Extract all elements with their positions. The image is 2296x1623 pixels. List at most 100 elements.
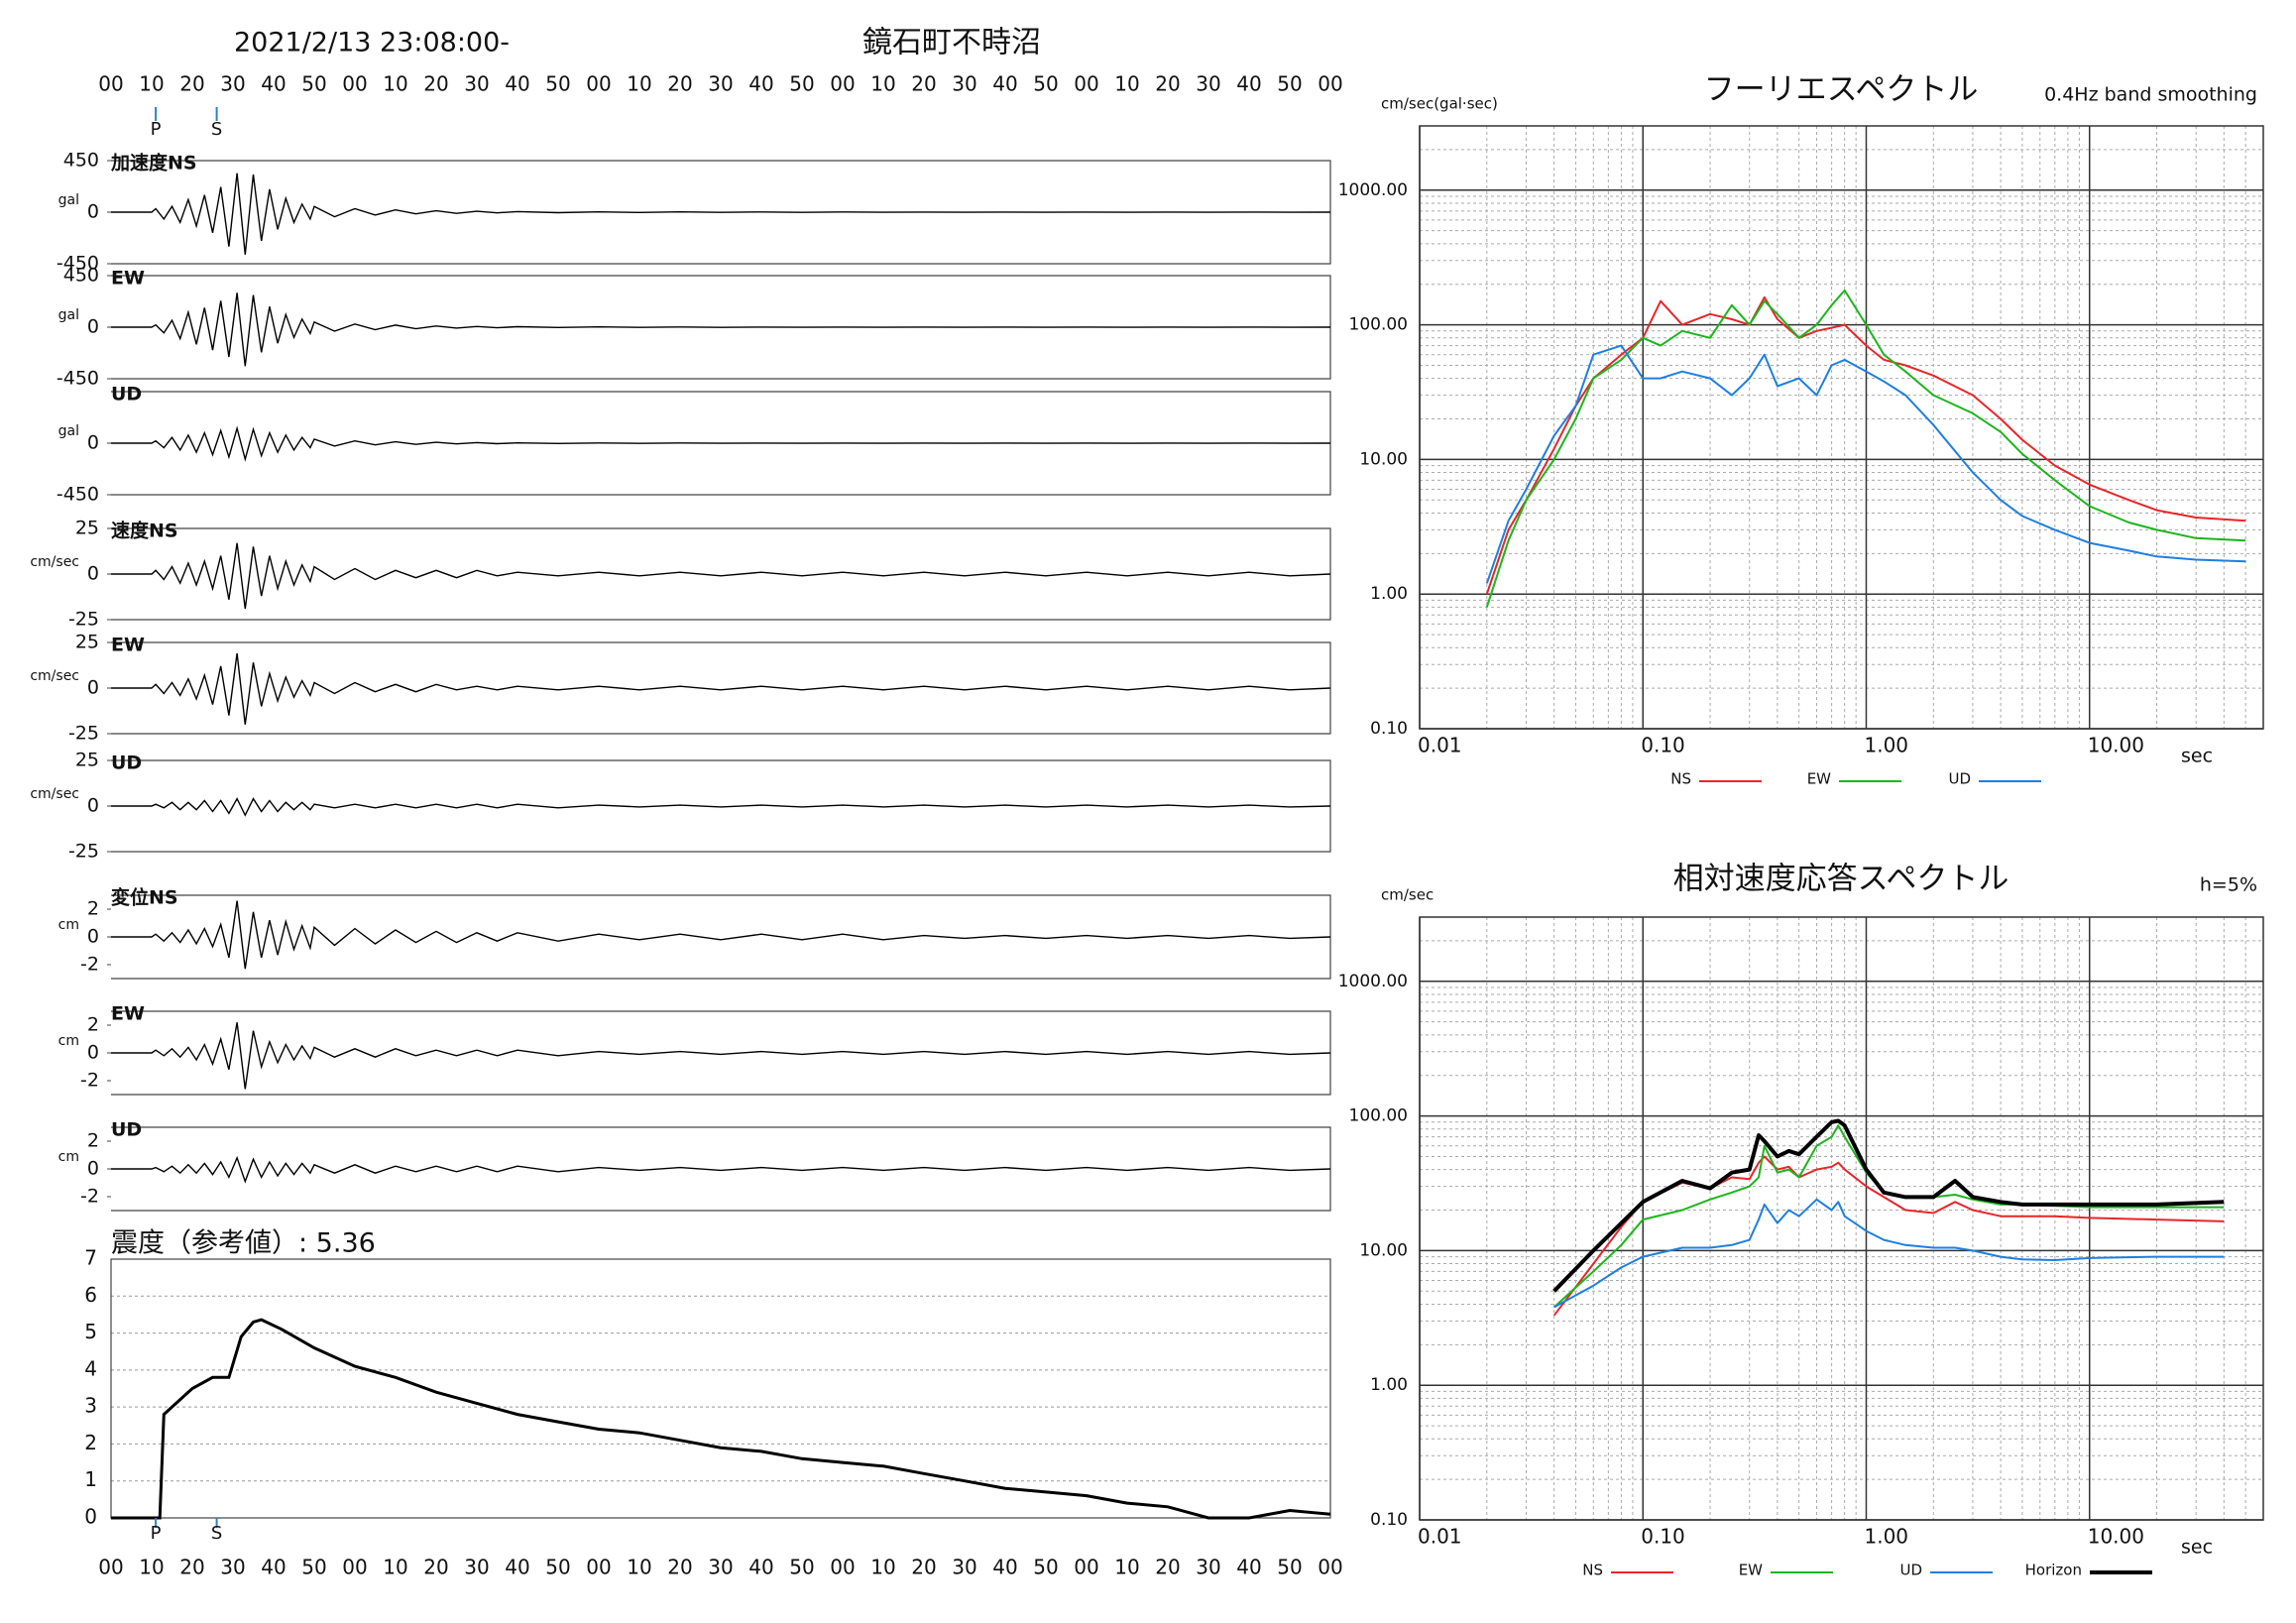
legend-label: EW <box>1807 770 1831 788</box>
y-axis-label: cm/sec(gal·sec) <box>1381 95 1498 113</box>
x-tick-label: 30 <box>952 1556 976 1579</box>
y-tick-label: 25 <box>75 750 99 771</box>
x-tick-label: 50 <box>1277 1556 1302 1579</box>
y-tick-label: 25 <box>75 632 99 653</box>
chart-title: フーリエスペクトル <box>1704 72 1979 108</box>
x-tick-label: 00 <box>1318 72 1342 96</box>
y-tick-label: -2 <box>80 1070 99 1092</box>
spectrum-line <box>1485 344 2246 584</box>
legend-label: EW <box>1739 1562 1763 1579</box>
channel-label: 加速度NS <box>110 152 197 174</box>
phase-label: S <box>211 119 222 140</box>
y-tick-label: 0 <box>87 926 99 948</box>
y-tick-label: 2 <box>87 898 99 920</box>
channel-label: 速度NS <box>111 520 178 542</box>
x-tick-label: 50 <box>301 1556 326 1579</box>
x-tick-label: 00 <box>1074 1556 1098 1579</box>
channel-label: UD <box>111 1119 142 1141</box>
x-tick-label: 0.01 <box>1418 1525 1462 1549</box>
x-tick-label: 10 <box>627 1556 651 1579</box>
x-axis-label: sec <box>2181 746 2213 767</box>
x-tick-label: 00 <box>830 72 855 96</box>
datetime: 2021/2/13 23:08:00- <box>234 28 510 58</box>
x-tick-label: 40 <box>748 72 773 96</box>
x-tick-label: 50 <box>1277 72 1302 96</box>
y-tick-label: 100.00 <box>1349 1106 1408 1126</box>
x-tick-label: 50 <box>545 72 570 96</box>
y-tick-label: 10.00 <box>1359 1240 1408 1260</box>
unit-label: cm/sec <box>30 668 79 684</box>
y-tick-label: 0 <box>87 795 99 817</box>
y-tick-label: 3 <box>84 1394 97 1418</box>
y-tick-label: 25 <box>75 518 99 539</box>
waveform-trace <box>111 797 1331 817</box>
x-tick-label: 20 <box>1155 72 1180 96</box>
channel-label: EW <box>111 268 145 290</box>
phase-label: P <box>151 1523 162 1544</box>
channel-label: UD <box>111 384 142 406</box>
waveform-trace <box>111 1022 1331 1090</box>
y-tick-label: -450 <box>57 484 99 506</box>
legend-label: UD <box>1948 770 1971 788</box>
x-tick-label: 40 <box>992 1556 1017 1579</box>
spectrum-line <box>1552 1118 2225 1293</box>
y-axis-label: cm/sec <box>1381 886 1434 904</box>
phase-label: S <box>211 1523 222 1544</box>
y-tick-label: -2 <box>80 954 99 976</box>
station-name: 鏡石町不時沼 <box>862 26 1041 60</box>
x-tick-label: 10 <box>383 72 407 96</box>
channel-label: UD <box>111 753 142 774</box>
x-tick-label: 40 <box>261 72 286 96</box>
x-axis-label: sec <box>2181 1537 2213 1559</box>
unit-label: gal <box>58 307 79 323</box>
y-tick-label: 0.10 <box>1370 719 1408 739</box>
y-tick-label: 1.00 <box>1370 584 1408 604</box>
y-tick-label: 10.00 <box>1359 449 1408 469</box>
x-tick-label: 30 <box>1196 1556 1220 1579</box>
plot-frame <box>1419 125 2264 730</box>
x-tick-label: 50 <box>545 1556 570 1579</box>
x-tick-label: 20 <box>911 72 936 96</box>
unit-label: gal <box>58 192 79 208</box>
x-tick-label: 30 <box>464 1556 489 1579</box>
x-tick-label: 30 <box>464 72 489 96</box>
x-tick-label: 50 <box>1033 72 1058 96</box>
y-tick-label: 0 <box>87 563 99 585</box>
spectrum-line <box>1485 289 2246 608</box>
y-tick-label: 1.00 <box>1370 1375 1408 1395</box>
waveform-trace <box>111 652 1331 725</box>
x-tick-label: 50 <box>301 72 326 96</box>
x-tick-label: 10.00 <box>2088 734 2144 757</box>
x-tick-label: 10 <box>870 1556 895 1579</box>
unit-label: cm/sec <box>30 786 79 802</box>
x-tick-label: 20 <box>423 1556 448 1579</box>
waveform-trace <box>111 292 1331 367</box>
x-tick-label: 10 <box>870 72 895 96</box>
spectrum-line <box>1552 1124 2225 1309</box>
intensity-line <box>111 1318 1331 1520</box>
x-tick-label: 30 <box>708 72 733 96</box>
x-tick-label: 00 <box>586 1556 611 1579</box>
x-tick-label: 40 <box>1236 1556 1261 1579</box>
x-tick-label: 30 <box>952 72 976 96</box>
x-tick-label: 40 <box>505 1556 529 1579</box>
y-tick-label: 6 <box>84 1283 97 1307</box>
unit-label: cm <box>58 1033 79 1049</box>
chart-subtitle: 0.4Hz band smoothing <box>2044 84 2257 106</box>
y-tick-label: 0 <box>87 1042 99 1064</box>
channel-label: EW <box>111 1003 145 1025</box>
chart-subtitle: h=5% <box>2200 874 2257 896</box>
x-tick-label: 30 <box>1196 72 1220 96</box>
x-tick-label: 10 <box>139 72 164 96</box>
x-tick-label: 00 <box>342 72 367 96</box>
x-tick-label: 40 <box>1236 72 1261 96</box>
x-tick-label: 50 <box>789 1556 814 1579</box>
y-tick-label: 450 <box>63 150 99 172</box>
unit-label: cm <box>58 1149 79 1165</box>
x-tick-label: 20 <box>179 1556 204 1579</box>
x-tick-label: 1.00 <box>1864 1525 1908 1549</box>
y-tick-label: 0 <box>84 1505 97 1529</box>
x-tick-label: 40 <box>992 72 1017 96</box>
